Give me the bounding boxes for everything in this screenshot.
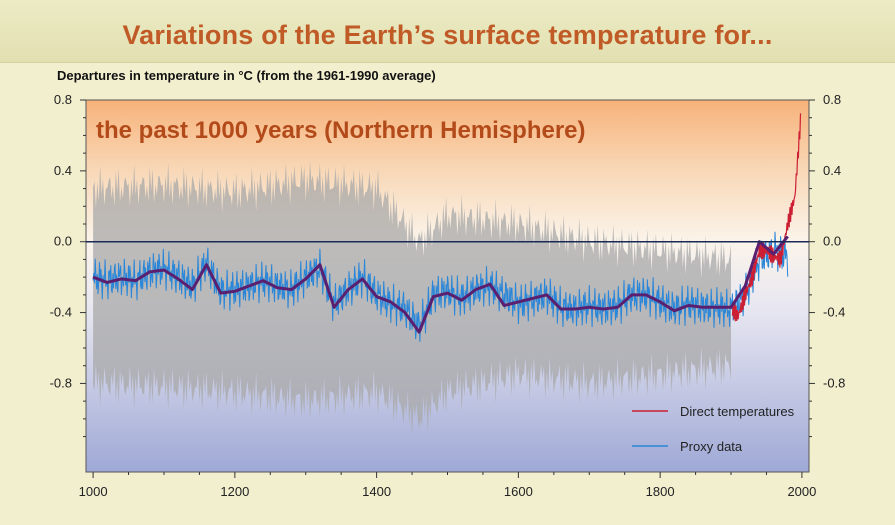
y-tick-label-right: 0.0 bbox=[823, 234, 841, 249]
legend-label-proxy: Proxy data bbox=[680, 439, 743, 454]
x-tick-label: 1400 bbox=[362, 484, 391, 499]
y-tick-label-left: 0.8 bbox=[54, 92, 72, 107]
smoothed-curve bbox=[92, 235, 789, 334]
x-tick-label: 1600 bbox=[504, 484, 533, 499]
title-band bbox=[0, 0, 895, 63]
chart-title: Variations of the Earth’s surface temper… bbox=[122, 20, 773, 50]
y-tick-label-right: 0.8 bbox=[823, 92, 841, 107]
legend-label-direct: Direct temperatures bbox=[680, 404, 795, 419]
y-tick-label-left: 0.4 bbox=[54, 163, 72, 178]
y-tick-label-left: -0.8 bbox=[50, 375, 72, 390]
x-tick-label: 1200 bbox=[220, 484, 249, 499]
y-axis-label: Departures in temperature in °C (from th… bbox=[57, 68, 436, 83]
y-tick-label-right: 0.4 bbox=[823, 163, 841, 178]
uncertainty-band bbox=[93, 161, 732, 436]
y-tick-label-right: -0.8 bbox=[823, 375, 845, 390]
y-tick-label-left: 0.0 bbox=[54, 234, 72, 249]
y-tick-label-right: -0.4 bbox=[823, 305, 845, 320]
x-tick-label: 1800 bbox=[646, 484, 675, 499]
x-tick-label: 2000 bbox=[787, 484, 816, 499]
x-tick-label: 1000 bbox=[79, 484, 108, 499]
y-tick-label-left: -0.4 bbox=[50, 305, 72, 320]
chart-subtitle: the past 1000 years (Northern Hemisphere… bbox=[96, 117, 586, 144]
